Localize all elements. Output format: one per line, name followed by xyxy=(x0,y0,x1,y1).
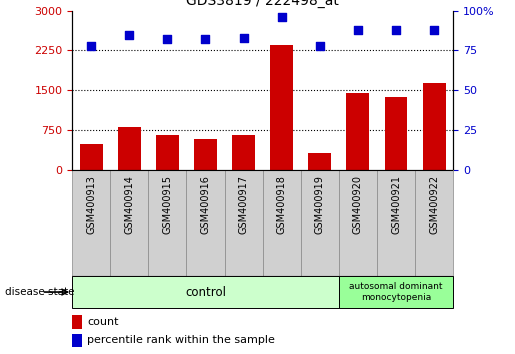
Bar xyxy=(423,83,445,170)
Bar xyxy=(263,170,301,276)
Title: GDS3819 / 222498_at: GDS3819 / 222498_at xyxy=(186,0,339,8)
Bar xyxy=(72,315,82,329)
Bar xyxy=(80,144,102,170)
Bar xyxy=(347,93,369,170)
Bar xyxy=(194,139,217,170)
Text: GSM400922: GSM400922 xyxy=(429,175,439,234)
Point xyxy=(201,36,210,42)
Bar xyxy=(118,127,141,170)
Bar xyxy=(377,170,415,276)
Bar xyxy=(72,170,110,276)
Point xyxy=(392,27,400,33)
Bar xyxy=(72,276,339,308)
Text: GSM400913: GSM400913 xyxy=(86,175,96,234)
Text: GSM400918: GSM400918 xyxy=(277,175,287,234)
Text: GSM400919: GSM400919 xyxy=(315,175,325,234)
Bar xyxy=(232,135,255,170)
Text: autosomal dominant
monocytopenia: autosomal dominant monocytopenia xyxy=(349,282,443,302)
Text: GSM400914: GSM400914 xyxy=(124,175,134,234)
Point xyxy=(354,27,362,33)
Bar xyxy=(186,170,225,276)
Point xyxy=(125,32,133,37)
Bar xyxy=(225,170,263,276)
Text: disease state: disease state xyxy=(5,287,75,297)
Bar xyxy=(301,170,339,276)
Text: GSM400915: GSM400915 xyxy=(162,175,173,234)
Text: count: count xyxy=(88,317,119,327)
Text: GSM400920: GSM400920 xyxy=(353,175,363,234)
Point xyxy=(316,43,324,48)
Bar xyxy=(339,276,453,308)
Point xyxy=(430,27,438,33)
Bar xyxy=(148,170,186,276)
Bar xyxy=(156,135,179,170)
Text: GSM400916: GSM400916 xyxy=(200,175,211,234)
Point xyxy=(278,14,286,20)
Bar xyxy=(110,170,148,276)
Text: percentile rank within the sample: percentile rank within the sample xyxy=(88,335,275,346)
Bar xyxy=(415,170,453,276)
Point xyxy=(87,43,95,48)
Point xyxy=(163,36,171,42)
Text: GSM400921: GSM400921 xyxy=(391,175,401,234)
Bar xyxy=(339,170,377,276)
Bar xyxy=(308,153,331,170)
Text: control: control xyxy=(185,286,226,298)
Text: GSM400917: GSM400917 xyxy=(238,175,249,234)
Bar xyxy=(270,45,293,170)
Bar xyxy=(385,97,407,170)
Bar xyxy=(72,334,82,347)
Point xyxy=(239,35,248,41)
